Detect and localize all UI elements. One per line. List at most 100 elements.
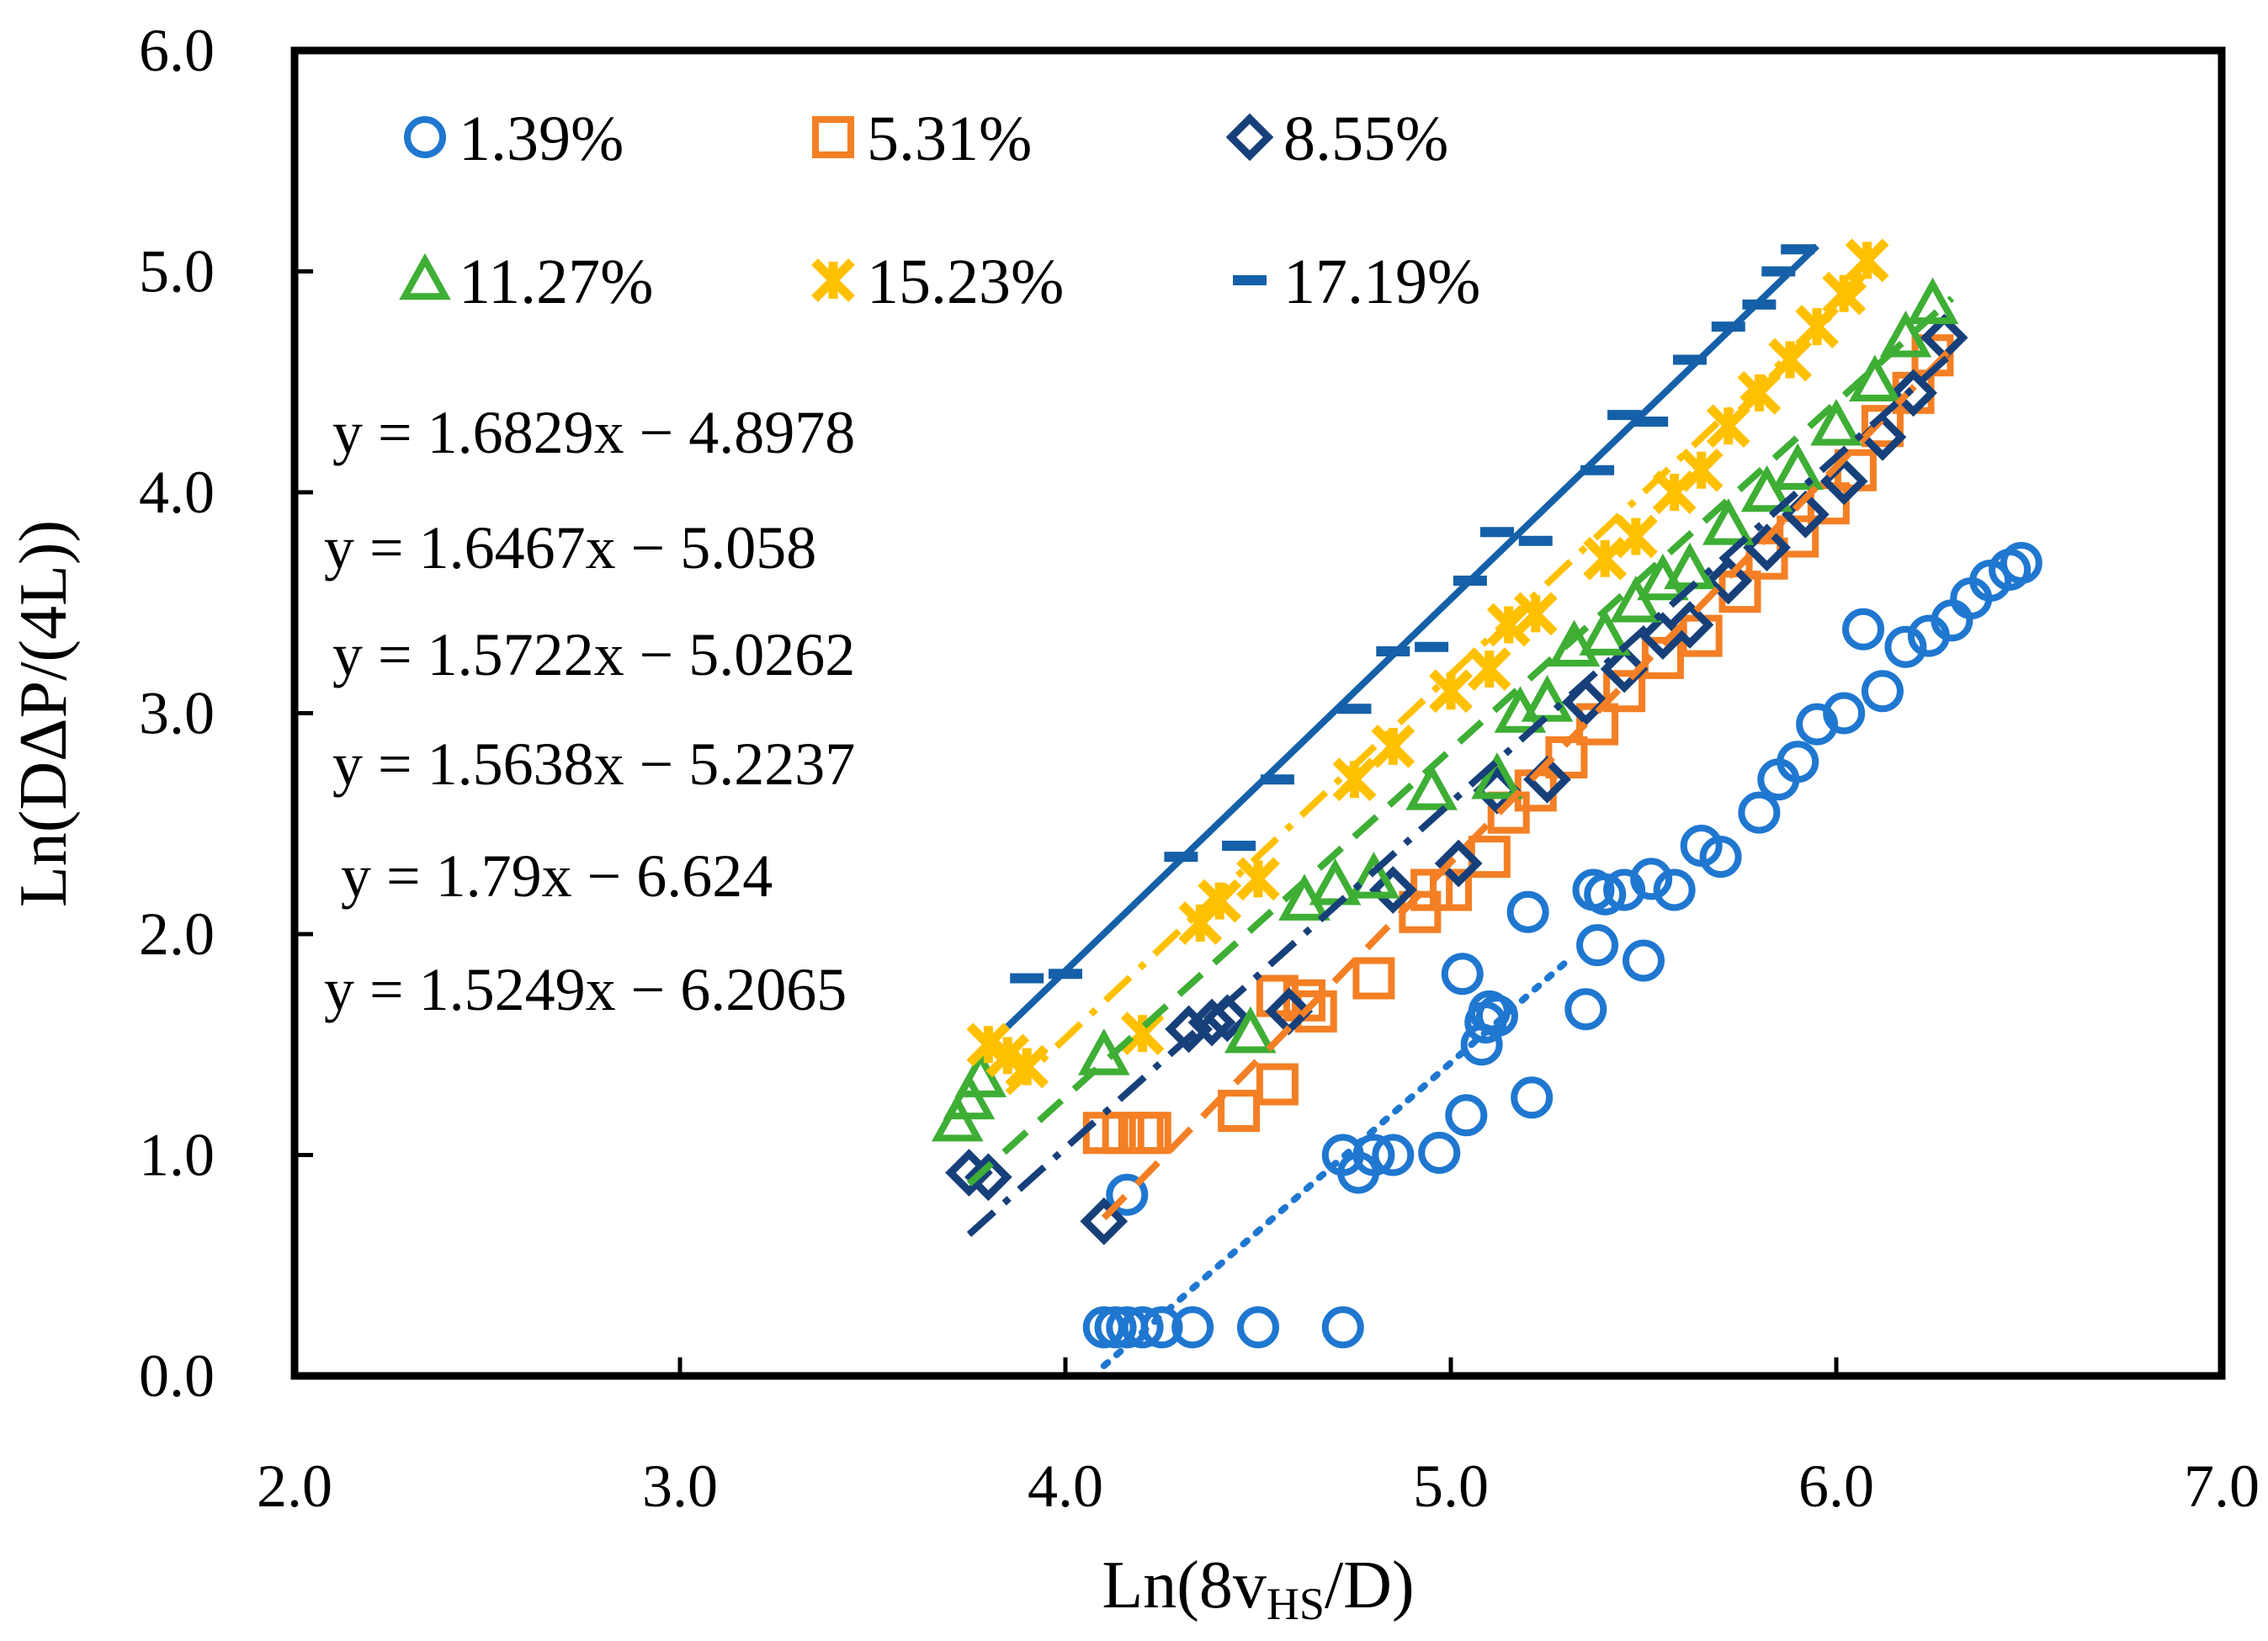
- data-point: [1511, 1076, 1554, 1119]
- data-point: [1743, 523, 1791, 571]
- data-point: [1347, 852, 1400, 899]
- data-point: [1479, 527, 1514, 538]
- data-point: [1699, 836, 1742, 879]
- data-marks: [931, 238, 2042, 1370]
- data-point: [1129, 1112, 1171, 1155]
- data-point: [1294, 990, 1337, 1033]
- data-point: [1665, 601, 1714, 649]
- x-tick-label: 5.0: [1413, 1452, 1489, 1520]
- equation-8-55: y = 1.5638x − 5.2237: [332, 730, 855, 798]
- data-point: [1368, 866, 1417, 914]
- y-tick-label: 5.0: [139, 238, 215, 305]
- data-point: [1445, 1094, 1488, 1137]
- data-point: [1653, 868, 1696, 911]
- data-point: [1236, 857, 1280, 901]
- data-point: [931, 1094, 984, 1142]
- data-point: [1584, 873, 1627, 916]
- data-point: [1576, 924, 1619, 967]
- legend-diamond-marker: [1225, 113, 1274, 162]
- data-point: [1418, 1131, 1461, 1174]
- series-15-23-points: [966, 238, 1889, 1089]
- data-point: [1623, 939, 1665, 982]
- y-tick-label: 6.0: [139, 17, 215, 84]
- data-point: [1371, 724, 1416, 768]
- data-point: [1740, 465, 1793, 512]
- data-point: [1518, 535, 1553, 546]
- legend: 1.39% 5.31% 8.55% 11.27% 15.23% 17.19%: [399, 104, 1480, 317]
- data-point: [1224, 1006, 1277, 1054]
- x-tick-label: 6.0: [1798, 1452, 1874, 1520]
- y-tick-label: 0.0: [139, 1342, 215, 1410]
- data-point: [1879, 311, 1932, 358]
- data-point: [1884, 625, 1927, 668]
- data-point: [1679, 448, 1724, 492]
- trendline-8-55: [966, 351, 1955, 1237]
- legend-item-17-19: 17.19%: [1233, 247, 1480, 317]
- x-tick-label: 4.0: [1028, 1452, 1103, 1520]
- data-point: [943, 1072, 996, 1120]
- data-point: [1564, 988, 1607, 1031]
- data-point: [1823, 692, 1866, 735]
- x-tick-label: 3.0: [642, 1452, 718, 1520]
- data-point: [1468, 836, 1511, 879]
- y-tick-label: 4.0: [139, 459, 215, 526]
- data-point: [1441, 953, 1484, 996]
- equation-5-31: y = 1.79x − 6.624: [341, 842, 773, 910]
- data-point: [1506, 890, 1549, 933]
- data-point: [1218, 1090, 1261, 1132]
- data-point: [1121, 1306, 1164, 1349]
- data-point: [1600, 645, 1649, 693]
- legend-label: 8.55%: [1283, 104, 1448, 174]
- axis-ticks: 2.0 3.0 4.0 5.0 6.0 7.0 0.0 1.0 2.0 3.0 4.0 5.0 6.0: [139, 17, 2260, 1520]
- y-axis-label: Ln(DΔP/(4L)): [7, 520, 81, 907]
- series-11-27-points: [931, 277, 1959, 1142]
- data-point: [1352, 1134, 1395, 1176]
- trendline-17-19: [1005, 243, 1819, 1029]
- data-point: [1467, 647, 1511, 691]
- data-point: [1603, 670, 1646, 713]
- data-point: [1630, 858, 1673, 900]
- data-point: [1738, 791, 1781, 834]
- data-point: [1171, 1306, 1214, 1349]
- data-point: [1704, 556, 1753, 605]
- data-point: [1861, 670, 1904, 713]
- data-point: [1203, 994, 1251, 1043]
- data-point: [1405, 763, 1458, 810]
- data-point: [1434, 839, 1483, 888]
- data-point: [1222, 841, 1256, 851]
- data-point: [1861, 405, 1904, 448]
- x-tick-label: 7.0: [2184, 1452, 2260, 1520]
- data-point: [1889, 369, 1937, 417]
- data-point: [1842, 608, 1885, 651]
- data-point: [1120, 1012, 1165, 1056]
- data-point: [1613, 514, 1658, 559]
- y-tick-label: 3.0: [139, 680, 215, 747]
- legend-label: 17.19%: [1283, 247, 1480, 317]
- legend-item-15-23: 15.23%: [811, 247, 1064, 317]
- legend-label: 11.27%: [459, 247, 654, 317]
- trendline-equations: y = 1.6829x − 4.8978 y = 1.6467x − 5.058…: [324, 399, 855, 1023]
- legend-label: 1.39%: [459, 104, 624, 174]
- data-point: [1579, 608, 1631, 656]
- y-tick-label: 2.0: [139, 900, 215, 968]
- data-point: [1256, 1063, 1299, 1106]
- data-point: [1634, 417, 1669, 427]
- data-point: [1906, 277, 1959, 325]
- data-point: [1237, 1306, 1279, 1349]
- data-point: [1777, 741, 1819, 783]
- data-point: [1321, 1306, 1364, 1349]
- legend-circle-marker: [404, 116, 446, 158]
- x-tick-label: 2.0: [257, 1452, 332, 1520]
- data-point: [1607, 410, 1642, 421]
- legend-item-5-31: 5.31%: [812, 104, 1032, 174]
- legend-label: 5.31%: [867, 104, 1032, 174]
- equation-17-19: y = 1.6829x − 4.8978: [332, 399, 855, 466]
- data-point: [1475, 995, 1518, 1038]
- data-point: [1583, 536, 1628, 581]
- legend-item-1-39: 1.39%: [404, 104, 624, 174]
- data-point: [1781, 490, 1830, 539]
- x-axis-label: Ln(8vHS/D): [1102, 1548, 1414, 1629]
- data-point: [1094, 1306, 1137, 1349]
- trendline-5-31: [1101, 345, 1955, 1221]
- legend-triangle-marker: [399, 252, 451, 300]
